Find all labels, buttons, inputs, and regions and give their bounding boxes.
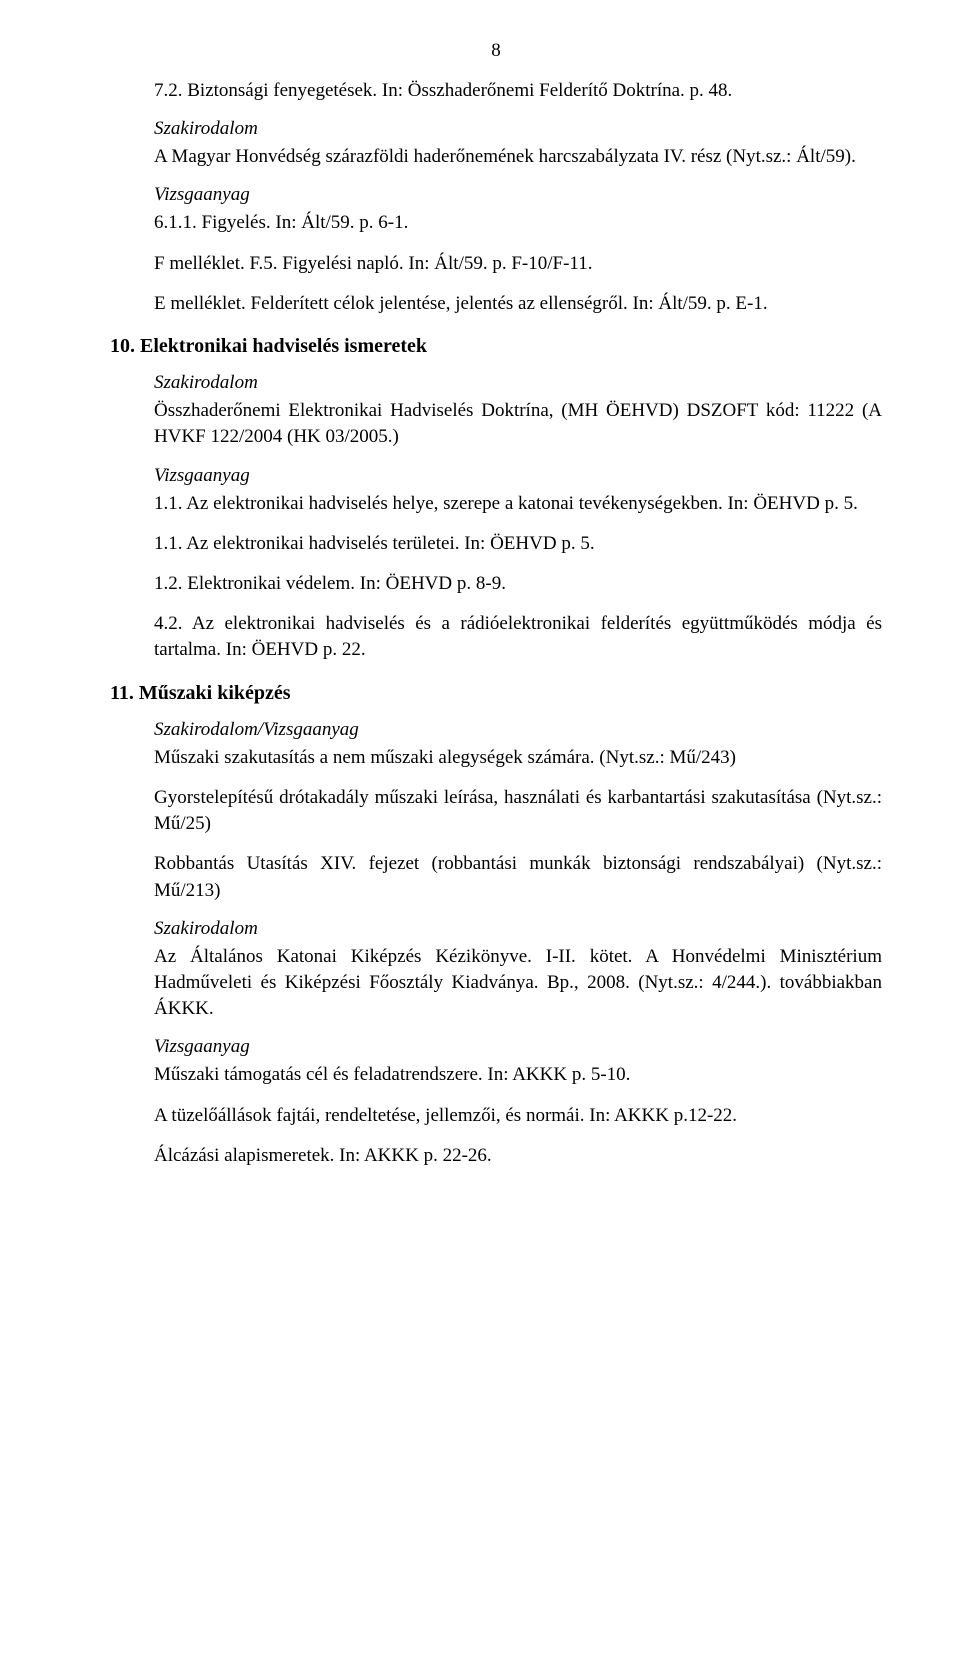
vizsgaanyag-3-item-2: A tüzelőállások fajtái, rendeltetése, je… [154, 1103, 882, 1129]
vizsgaanyag-2-item-4: 4.2. Az elektronikai hadviselés és a rád… [154, 611, 882, 663]
page-number: 8 [110, 40, 882, 62]
szakirodalom-text-1: A Magyar Honvédség szárazföldi haderőnem… [154, 144, 882, 170]
szakvizsga-item-2: Gyorstelepítésű drótakadály műszaki leír… [154, 785, 882, 837]
document-page: 8 7.2. Biztonsági fenyegetések. In: Össz… [0, 0, 960, 1655]
vizsgaanyag-heading-2: Vizsgaanyag [154, 465, 882, 487]
section-10-title: 10. Elektronikai hadviselés ismeretek [110, 335, 882, 358]
vizsgaanyag-2-item-2: 1.1. Az elektronikai hadviselés területe… [154, 531, 882, 557]
vizsgaanyag-3-item-3: Álcázási alapismeretek. In: AKKK p. 22-2… [154, 1143, 882, 1169]
szakirodalom-text-3: Az Általános Katonai Kiképzés Kézikönyve… [154, 944, 882, 1023]
szakvizsga-item-3: Robbantás Utasítás XIV. fejezet (robbant… [154, 851, 882, 903]
section-11-title: 11. Műszaki kiképzés [110, 682, 882, 705]
szakirodalom-heading-2: Szakirodalom [154, 372, 882, 394]
vizsgaanyag-2-item-3: 1.2. Elektronikai védelem. In: ÖEHVD p. … [154, 571, 882, 597]
paragraph-7-2: 7.2. Biztonsági fenyegetések. In: Összha… [154, 78, 882, 104]
szakirodalom-heading-1: Szakirodalom [154, 118, 882, 140]
szakirodalom-heading-3: Szakirodalom [154, 918, 882, 940]
vizsgaanyag-1-item-1: 6.1.1. Figyelés. In: Ált/59. p. 6-1. [154, 210, 882, 236]
szakvizsga-item-1: Műszaki szakutasítás a nem műszaki alegy… [154, 745, 882, 771]
szakirodalom-text-2: Összhaderőnemi Elektronikai Hadviselés D… [154, 398, 882, 450]
vizsgaanyag-1-item-3: E melléklet. Felderített célok jelentése… [154, 291, 882, 317]
vizsgaanyag-heading-1: Vizsgaanyag [154, 184, 882, 206]
vizsgaanyag-1-item-2: F melléklet. F.5. Figyelési napló. In: Á… [154, 251, 882, 277]
vizsgaanyag-heading-3: Vizsgaanyag [154, 1036, 882, 1058]
vizsgaanyag-3-item-1: Műszaki támogatás cél és feladatrendszer… [154, 1062, 882, 1088]
vizsgaanyag-2-item-1: 1.1. Az elektronikai hadviselés helye, s… [154, 491, 882, 517]
szakirodalom-vizsgaanyag-heading: Szakirodalom/Vizsgaanyag [154, 719, 882, 741]
